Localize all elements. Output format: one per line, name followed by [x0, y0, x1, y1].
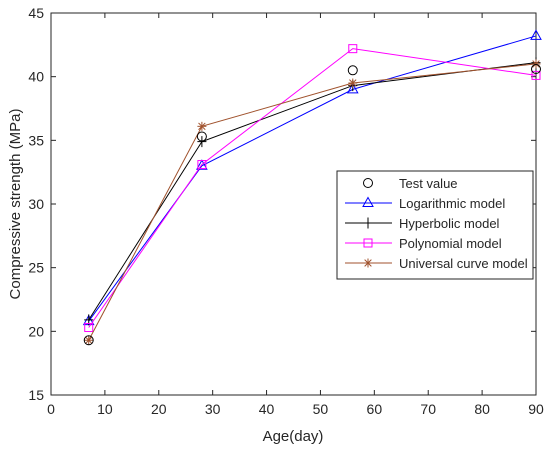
y-tick-label: 15 [28, 387, 44, 403]
data-point-test-value [83, 335, 94, 346]
data-point-test-value [347, 65, 358, 76]
data-point-polynomial-model [84, 323, 94, 333]
y-axis-label: Compressive strength (MPa) [7, 109, 24, 300]
data-point-logarithmic-model [346, 82, 359, 94]
x-axis-label: Age(day) [263, 428, 324, 445]
series-line-hyperbolic-model [88, 62, 537, 321]
x-tick-label: 0 [47, 401, 55, 417]
y-tick-label: 25 [28, 260, 44, 276]
x-tick-label: 80 [474, 401, 490, 417]
data-point-universal-curve-model [84, 335, 94, 345]
legend-marker [363, 258, 373, 268]
data-point-hyperbolic-model [197, 136, 207, 148]
legend-entry-test-value: Test value [363, 176, 458, 191]
legend-marker [363, 238, 373, 248]
legend-label: Polynomial model [399, 236, 502, 251]
series-polynomial-model [84, 44, 541, 333]
data-point-polynomial-model [531, 70, 541, 80]
data-point-test-value [196, 131, 207, 142]
x-tick-label: 40 [259, 401, 275, 417]
data-point-test-value [531, 64, 541, 75]
legend-marker [363, 217, 373, 229]
x-tick-label: 10 [97, 401, 113, 417]
series-universal-curve-model [84, 59, 541, 345]
legend-entry-polynomial-model: Polynomial model [345, 236, 502, 251]
data-point-universal-curve-model [197, 121, 207, 131]
data-point-polynomial-model [197, 160, 207, 170]
y-tick-label: 45 [28, 5, 44, 21]
data-point-logarithmic-model [530, 29, 542, 40]
legend-label: Logarithmic model [399, 196, 505, 211]
data-point-logarithmic-model [196, 159, 208, 170]
legend-label: Test value [399, 176, 458, 191]
legend: Test value Logarithmic model Hyperbolic mo… [336, 170, 534, 280]
y-tick-label: 20 [28, 323, 44, 339]
x-tick-label: 30 [205, 401, 221, 417]
data-point-polynomial-model [348, 44, 358, 54]
x-tick-label: 50 [313, 401, 329, 417]
legend-entry-logarithmic-model: Logarithmic model [345, 196, 505, 211]
x-tick-label: 20 [151, 401, 167, 417]
axes: 0 10 20 30 40 50 60 70 80 90 15 20 25 30 35 40 45 [28, 5, 544, 417]
x-tick-label: 70 [420, 401, 436, 417]
series-line-universal-curve-model [88, 63, 537, 341]
y-tick-label: 40 [28, 69, 44, 85]
x-tick-label: 60 [367, 401, 383, 417]
y-tick-label: 30 [28, 196, 44, 212]
legend-marker [363, 178, 373, 188]
x-tick-label: 90 [528, 401, 544, 417]
series-test-value [83, 64, 541, 346]
legend-marker [362, 196, 374, 207]
series-line-logarithmic-model [88, 35, 537, 322]
series-line-polynomial-model [88, 48, 537, 328]
series-layer [82, 29, 542, 346]
y-tick-label: 35 [28, 132, 44, 148]
legend-label: Universal curve model [399, 256, 528, 271]
data-point-universal-curve-model [348, 78, 358, 88]
legend-entry-universal-curve-model: Universal curve model [345, 256, 528, 271]
legend-label: Hyperbolic model [399, 216, 500, 231]
legend-entry-hyperbolic-model: Hyperbolic model [345, 216, 500, 231]
data-point-universal-curve-model [531, 59, 541, 69]
